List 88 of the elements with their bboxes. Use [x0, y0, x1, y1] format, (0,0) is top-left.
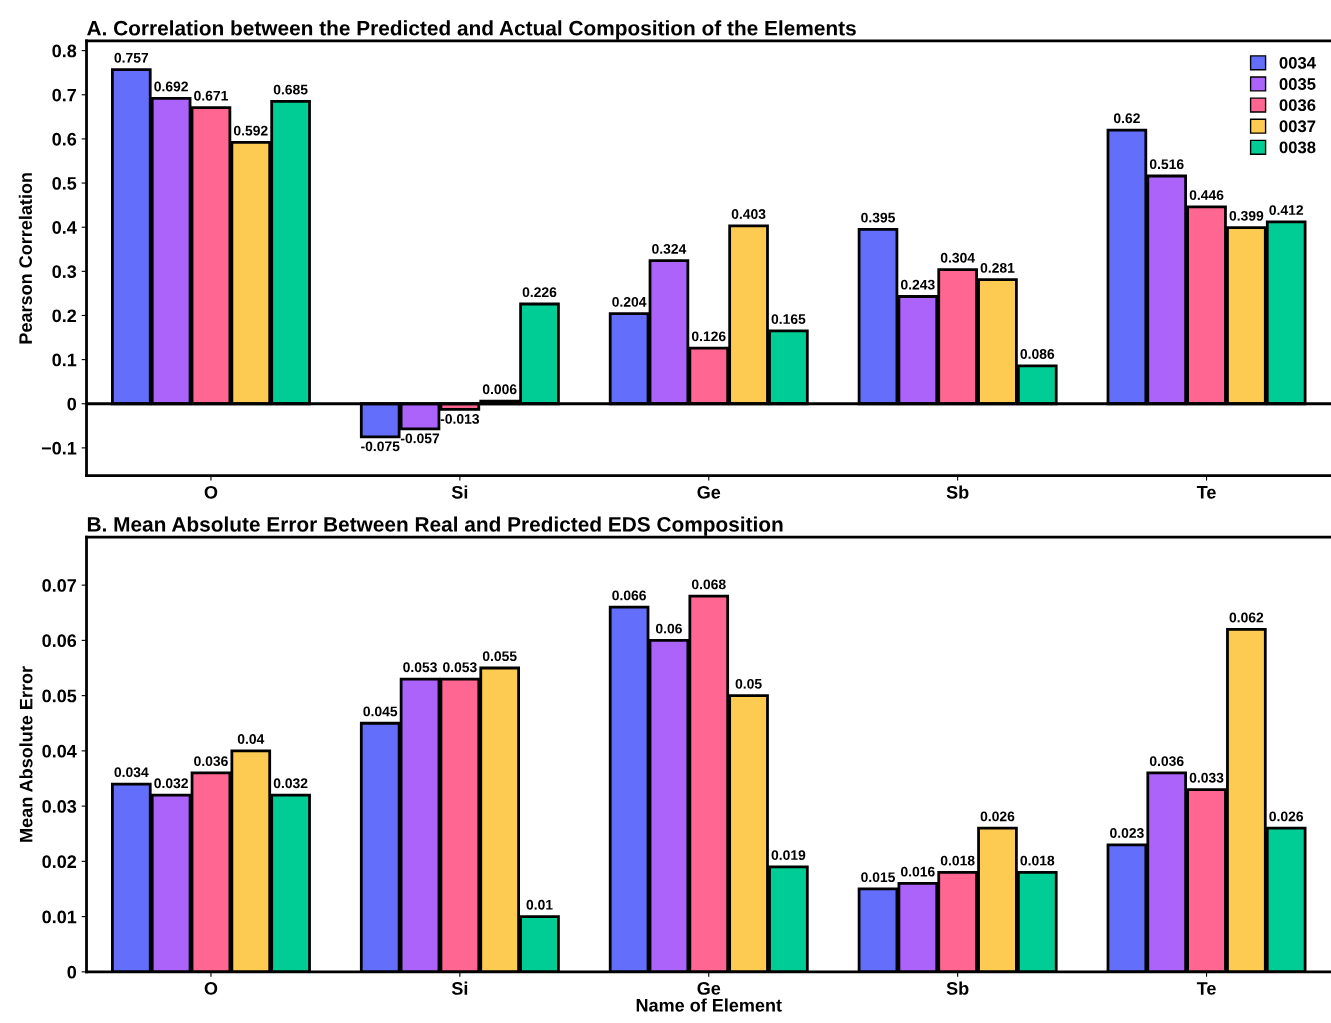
data-label: 0.692 [154, 81, 188, 92]
data-label: 0.412 [1269, 205, 1304, 215]
x-tick-label: Sb [946, 981, 969, 995]
data-label: 0.01 [526, 899, 553, 910]
y-tick-label: 0 [67, 397, 77, 411]
chart-title: A. Correlation between the Predicted and Actual Composition of the Elements [87, 20, 856, 40]
data-label: 0.62 [1113, 113, 1140, 124]
data-label: 0.016 [901, 866, 935, 877]
x-tick-label: Si [451, 981, 468, 995]
data-label: 0.685 [273, 84, 308, 95]
data-label: 0.395 [861, 212, 895, 223]
x-tick-label: Si [451, 485, 468, 499]
data-label: 0.226 [522, 287, 557, 298]
y-tick-label: −0.1 [41, 441, 77, 455]
data-label: 0.026 [980, 811, 1015, 822]
data-label: 0.304 [940, 252, 975, 263]
data-label: 0.05 [735, 678, 762, 689]
y-tick-label: 0.04 [42, 744, 77, 758]
legend-label: 0037 [1279, 120, 1316, 133]
y-tick-label: 0.4 [52, 221, 77, 234]
data-label: 0.034 [114, 767, 149, 778]
y-tick-label: 0.3 [52, 265, 77, 279]
x-tick-label: Te [1196, 486, 1216, 499]
y-tick-label: 0.07 [42, 579, 76, 592]
data-label: 0.018 [1020, 855, 1055, 866]
data-label: 0.04 [237, 734, 265, 744]
data-label: 0.399 [1229, 210, 1264, 221]
y-tick-label: 0.05 [42, 689, 77, 703]
data-label: -0.057 [400, 433, 440, 444]
data-label: 0.006 [482, 384, 517, 395]
data-label: 0.086 [1020, 349, 1055, 359]
y-axis-title: Mean Absolute Error [19, 666, 33, 842]
x-tick-label: Te [1196, 982, 1216, 995]
data-label: 0.324 [652, 243, 687, 254]
data-label: 0.516 [1149, 159, 1184, 170]
y-tick-label: 0.1 [52, 353, 77, 367]
data-label: 0.204 [612, 296, 647, 307]
data-label: 0.592 [233, 125, 268, 136]
y-tick-label: 0.03 [42, 800, 77, 813]
y-tick-label: 0.6 [52, 132, 77, 146]
data-label: 0.015 [861, 872, 895, 883]
legend-label: 0036 [1279, 99, 1316, 112]
data-label: 0.243 [901, 279, 935, 290]
y-tick-label: 0.02 [42, 855, 77, 869]
y-tick-label: 0.8 [52, 44, 77, 58]
y-tick-label: 0.7 [52, 88, 76, 102]
data-label: -0.013 [440, 414, 480, 424]
y-tick-label: 0.01 [42, 910, 77, 924]
data-label: 0.068 [691, 579, 726, 590]
data-label: 0.026 [1269, 811, 1304, 822]
data-label: 0.671 [194, 90, 228, 101]
data-label: -0.075 [361, 441, 400, 452]
data-label: 0.036 [1149, 756, 1184, 767]
data-label: 0.055 [482, 651, 517, 662]
data-label: 0.053 [403, 662, 437, 673]
y-tick-label: 0.2 [52, 309, 77, 323]
data-label: 0.023 [1110, 828, 1144, 838]
x-tick-label: Ge [697, 982, 721, 995]
y-tick-label: 0.06 [42, 634, 77, 648]
data-label: 0.446 [1189, 190, 1224, 200]
legend-label: 0034 [1279, 56, 1316, 69]
data-label: 0.165 [771, 314, 806, 325]
data-label: 0.036 [194, 756, 228, 767]
data-label: 0.018 [940, 855, 975, 866]
data-label: 0.053 [443, 662, 477, 673]
data-label: 0.757 [114, 52, 149, 63]
x-tick-label: O [204, 982, 218, 995]
y-tick-label: 0 [67, 965, 77, 979]
data-label: 0.045 [363, 706, 398, 717]
data-label: 0.06 [655, 623, 682, 634]
data-label: 0.032 [154, 778, 188, 789]
x-tick-label: Ge [697, 485, 721, 499]
legend-label: 0038 [1279, 141, 1316, 154]
data-label: 0.062 [1229, 612, 1264, 623]
data-label: 0.032 [273, 778, 308, 789]
x-tick-label: Sb [946, 485, 969, 499]
y-axis-title: Pearson Correlation [18, 173, 33, 344]
data-label: 0.066 [612, 590, 646, 601]
data-label: 0.126 [691, 331, 726, 342]
x-tick-label: O [204, 485, 218, 499]
data-label: 0.403 [731, 209, 766, 219]
data-label: 0.019 [771, 850, 806, 860]
legend-label: 0035 [1279, 78, 1316, 90]
data-label: 0.033 [1189, 772, 1224, 783]
y-tick-label: 0.5 [52, 176, 77, 190]
data-label: 0.281 [980, 262, 1015, 273]
x-axis-title: Name of Element [636, 998, 782, 1012]
chart-title: B. Mean Absolute Error Between Real and Predicted EDS Composition [87, 516, 783, 536]
